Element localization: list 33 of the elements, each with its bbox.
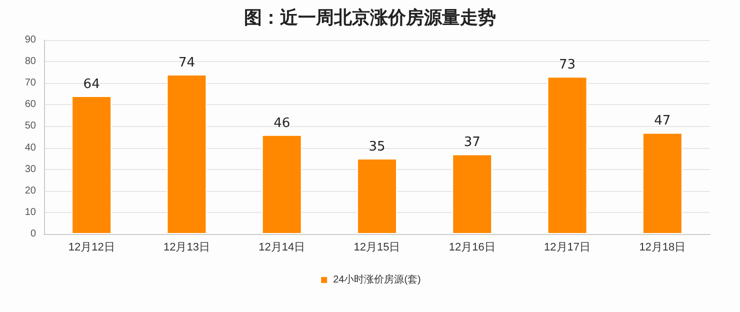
y-tick-label: 40: [24, 142, 36, 154]
bar: [262, 134, 302, 234]
data-label: 35: [368, 140, 386, 155]
data-label: 74: [178, 55, 195, 70]
data-label: 64: [83, 77, 100, 92]
bar: [166, 74, 207, 234]
y-tick-label: 20: [24, 185, 36, 196]
data-label: 73: [559, 58, 576, 73]
x-tick-label: 12月16日: [448, 242, 496, 254]
data-label: 37: [464, 135, 480, 150]
x-tick-label: 12月14日: [258, 242, 306, 254]
bar: [357, 158, 397, 234]
bar: [72, 96, 112, 234]
x-tick-label: 12月15日: [354, 242, 400, 254]
y-tick-label: 60: [24, 99, 36, 110]
x-tick-label: 12月13日: [163, 242, 210, 254]
chart-title: 图：近一周北京涨价房源量走势: [244, 8, 496, 28]
y-tick-label: 0: [30, 228, 36, 240]
y-tick-label: 10: [24, 206, 36, 218]
bar: [642, 132, 682, 234]
x-tick-label: 12月18日: [639, 242, 686, 254]
data-label: 47: [654, 114, 671, 129]
y-tick-label: 50: [24, 120, 36, 132]
y-tick-label: 70: [24, 78, 36, 89]
bar: [547, 76, 588, 234]
y-tick-label: 30: [24, 164, 36, 175]
x-tick-label: 12月17日: [544, 242, 591, 254]
legend-label: 24小时涨价房源(套): [333, 274, 421, 286]
y-tick-label: 80: [24, 56, 36, 68]
data-label: 46: [274, 116, 290, 131]
y-tick-label: 90: [24, 34, 36, 46]
bar: [452, 154, 492, 234]
x-tick-label: 12月12日: [68, 242, 115, 254]
